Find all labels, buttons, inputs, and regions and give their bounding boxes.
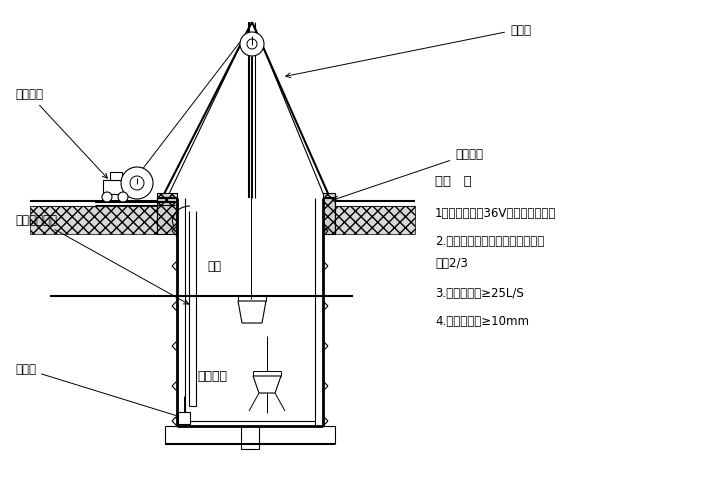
Text: 电动葫芦: 电动葫芦 <box>15 88 107 179</box>
Bar <box>178 412 190 424</box>
Text: 照明灯具: 照明灯具 <box>197 370 227 383</box>
Circle shape <box>247 40 257 50</box>
Text: 2.吊桶为皮桶，一次装土量不超过: 2.吊桶为皮桶，一次装土量不超过 <box>435 235 544 247</box>
Text: 说明   ：: 说明 ： <box>435 175 472 188</box>
Text: 砖砌井圈: 砖砌井圈 <box>334 148 483 201</box>
Bar <box>110 173 122 181</box>
Polygon shape <box>238 302 266 323</box>
Text: 吊桶: 吊桶 <box>207 260 221 273</box>
Text: 钢架管: 钢架管 <box>286 23 531 78</box>
Text: 4.钢丝绳直径≥10mm: 4.钢丝绳直径≥10mm <box>435 314 529 327</box>
Text: 容量2/3: 容量2/3 <box>435 257 468 270</box>
Text: 1：孔内照明为36V低电压电灯灯泡: 1：孔内照明为36V低电压电灯灯泡 <box>435 207 556 220</box>
Circle shape <box>121 167 153 199</box>
Circle shape <box>130 177 144 191</box>
Circle shape <box>240 33 264 57</box>
Text: 潜水泵: 潜水泵 <box>15 363 180 418</box>
Bar <box>335 207 415 235</box>
Text: 风机及送风管: 风机及送风管 <box>15 213 189 304</box>
Bar <box>103 181 127 195</box>
Text: 3.孔内送风量≥25L/S: 3.孔内送风量≥25L/S <box>435 287 524 300</box>
Polygon shape <box>253 376 281 393</box>
Bar <box>323 194 335 235</box>
Bar <box>157 194 177 235</box>
Bar <box>30 207 157 235</box>
Circle shape <box>118 193 128 203</box>
Circle shape <box>102 193 112 203</box>
